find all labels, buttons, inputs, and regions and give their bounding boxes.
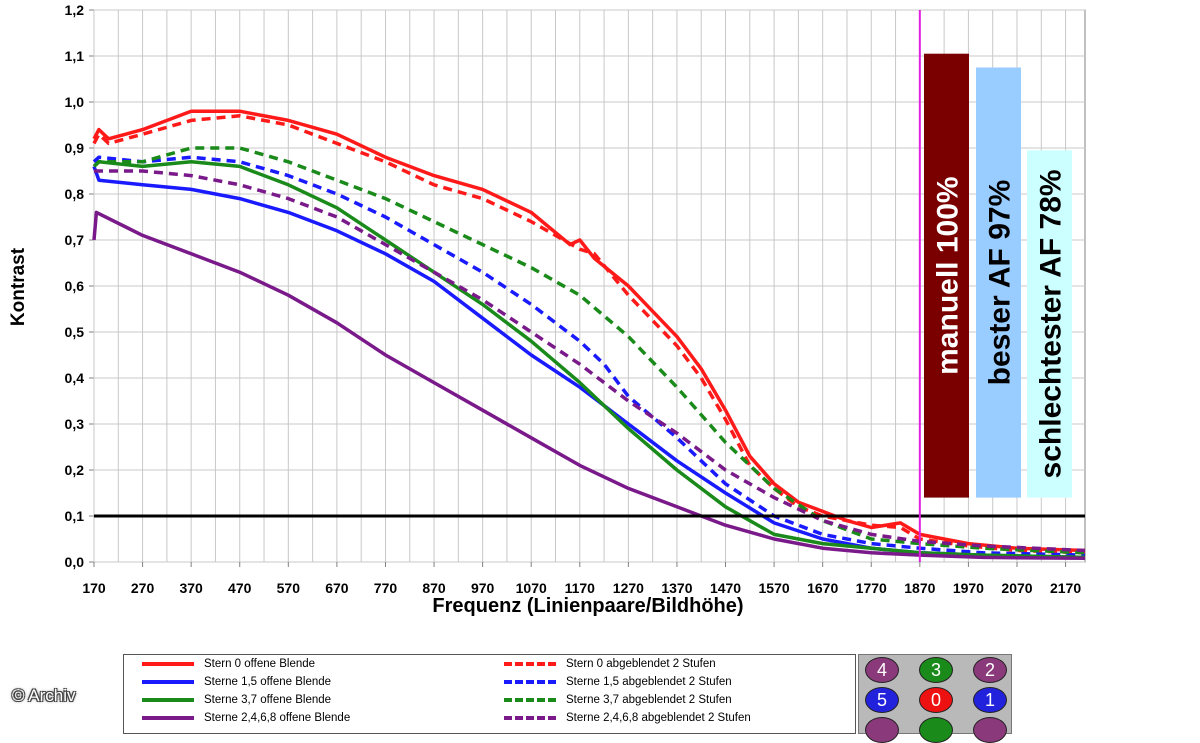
x-tick-label: 1770 — [856, 580, 887, 596]
legend-item: Sterne 3,7 offene Blende — [142, 691, 331, 709]
y-tick-labels: 0,0 0,1 0,2 0,3 0,4 0,5 0,6 0,7 0,8 0,9 1,0 1,1 1,2 — [65, 2, 85, 570]
bar-label: schlechtester AF 78% — [1035, 169, 1068, 478]
y-axis-title: Kontrast — [8, 247, 29, 326]
star-marker — [973, 717, 1007, 743]
bar-label: manuell 100% — [932, 176, 965, 374]
series-line — [94, 169, 1086, 553]
x-tick-label: 1570 — [759, 580, 790, 596]
star-marker: 0 — [919, 687, 953, 713]
legend-swatch — [504, 716, 556, 720]
star-marker: 2 — [973, 657, 1007, 683]
y-tick-label: 1,2 — [65, 2, 85, 18]
x-tick-label: 670 — [325, 580, 349, 596]
series-line — [92, 114, 1086, 555]
legend-label: Sterne 2,4,6,8 offene Blende — [204, 712, 351, 724]
legend-label: Sterne 3,7 offene Blende — [204, 694, 332, 706]
star-marker: 4 — [865, 657, 899, 683]
star-marker: 1 — [973, 687, 1007, 713]
y-tick-label: 0,7 — [65, 232, 85, 248]
legend-label: Sterne 2,4,6,8 abgeblendet 2 Stufen — [566, 712, 751, 724]
y-tick-label: 0,1 — [65, 508, 85, 524]
y-tick-label: 0,5 — [65, 324, 85, 340]
legend-swatch — [142, 698, 194, 702]
y-tick-label: 0,9 — [65, 140, 85, 156]
x-tick-label: 370 — [179, 580, 203, 596]
legend: Stern 0 offene Blende Stern 0 abgeblendet… — [123, 654, 856, 734]
legend-item: Sterne 2,4,6,8 abgeblendet 2 Stufen — [504, 709, 751, 727]
x-tick-label: 1170 — [565, 580, 596, 596]
y-tick-label: 0,4 — [65, 370, 85, 386]
y-tick-label: 0,2 — [65, 462, 85, 478]
focus-bar — [924, 53, 969, 498]
x-tick-label: 1670 — [807, 580, 838, 596]
star-marker: 3 — [919, 657, 953, 683]
legend-item: Sterne 1,5 abgeblendet 2 Stufen — [504, 673, 732, 691]
x-tick-label: 870 — [422, 580, 446, 596]
bar-label: bester AF 97% — [984, 180, 1017, 386]
x-tick-label: 770 — [374, 580, 398, 596]
legend-item: Stern 0 offene Blende — [142, 655, 315, 673]
x-tick-label: 270 — [131, 580, 155, 596]
legend-item: Sterne 3,7 abgeblendet 2 Stufen — [504, 691, 732, 709]
legend-swatch — [504, 680, 556, 684]
bars: manuell 100% bester AF 97% schlechtester A… — [924, 53, 1072, 498]
y-tick-label: 1,0 — [65, 94, 85, 110]
x-tick-label: 470 — [228, 580, 252, 596]
focus-bar — [1027, 150, 1072, 498]
series-line — [92, 146, 1086, 555]
y-tick-label: 0,0 — [65, 554, 85, 570]
legend-swatch — [504, 698, 556, 702]
legend-item: Sterne 2,4,6,8 offene Blende — [142, 709, 350, 727]
x-tick-label: 170 — [82, 580, 106, 596]
x-tick-label: 570 — [277, 580, 301, 596]
focus-bar — [976, 67, 1021, 498]
x-tick-label: 970 — [471, 580, 495, 596]
legend-label: Stern 0 abgeblendet 2 Stufen — [566, 658, 716, 670]
y-tick-label: 0,8 — [65, 186, 85, 202]
star-marker: 5 — [865, 687, 899, 713]
x-tick-label: 1470 — [710, 580, 741, 596]
legend-label: Sterne 1,5 abgeblendet 2 Stufen — [566, 676, 732, 688]
copyright-notice: © Archiv — [12, 686, 76, 705]
x-axis-title: Frequenz (Linienpaare/Bildhöhe) — [432, 595, 743, 617]
series-lines — [92, 109, 1086, 561]
series-line — [92, 210, 1086, 561]
reference-lines — [94, 10, 1085, 562]
series-line — [92, 160, 1086, 560]
legend-swatch — [504, 662, 556, 666]
x-tick-labels: 170 270 370 470 570 670 770 870 970 1070 1170 1270 1… — [82, 580, 1081, 596]
x-tick-label: 1270 — [613, 580, 644, 596]
star-marker — [919, 717, 953, 743]
x-tick-label: 1870 — [904, 580, 935, 596]
x-tick-label: 1370 — [661, 580, 692, 596]
legend-item: Sterne 1,5 offene Blende — [142, 673, 331, 691]
y-tick-label: 1,1 — [65, 48, 85, 64]
y-tick-label: 0,3 — [65, 416, 85, 432]
legend-swatch — [142, 662, 194, 666]
x-tick-label: 1070 — [516, 580, 547, 596]
x-tick-label: 2170 — [1050, 580, 1081, 596]
contrast-chart: manuell 100% bester AF 97% schlechtester A… — [8, 2, 1086, 617]
y-tick-label: 0,6 — [65, 278, 85, 294]
legend-item: Stern 0 abgeblendet 2 Stufen — [504, 655, 716, 673]
legend-swatch — [142, 716, 194, 720]
legend-label: Sterne 3,7 abgeblendet 2 Stufen — [566, 694, 732, 706]
legend-label: Stern 0 offene Blende — [204, 658, 316, 670]
x-tick-label: 1970 — [953, 580, 984, 596]
star-marker — [865, 717, 899, 743]
legend-swatch — [142, 680, 194, 684]
x-tick-label: 2070 — [1001, 580, 1032, 596]
legend-label: Sterne 1,5 offene Blende — [204, 676, 332, 688]
